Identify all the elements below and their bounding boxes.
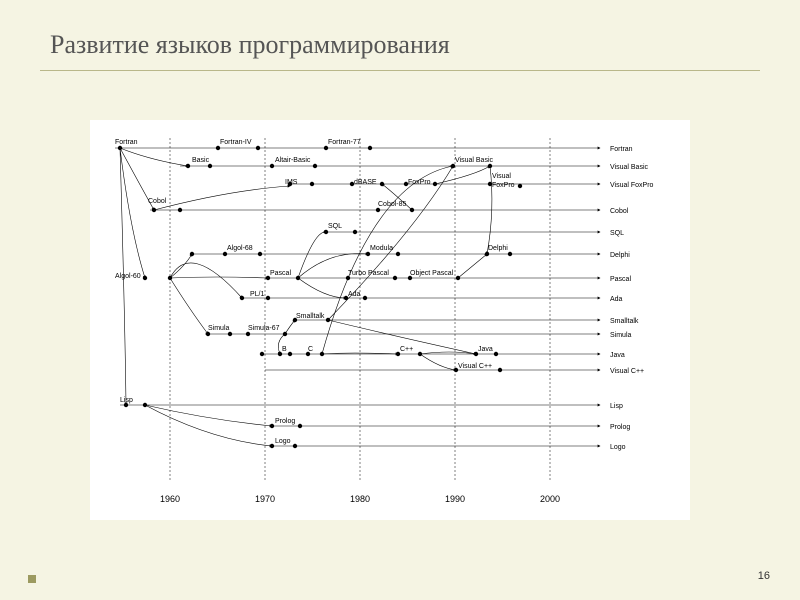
svg-text:Logo: Logo [610, 444, 626, 451]
svg-text:Simula-67: Simula-67 [248, 325, 280, 332]
svg-text:Visual C++: Visual C++ [610, 368, 644, 375]
svg-text:SQL: SQL [610, 230, 624, 237]
diagram-container: Fortran Fortran-IV Fortran-77 Basic Altair-B… [90, 120, 690, 520]
svg-text:FoxPro: FoxPro [408, 179, 431, 186]
svg-text:Cobol-85: Cobol-85 [378, 201, 407, 208]
svg-text:Simula: Simula [610, 332, 632, 339]
svg-text:Java: Java [610, 352, 625, 359]
svg-text:Lisp: Lisp [610, 403, 623, 410]
svg-text:Delphi: Delphi [488, 245, 508, 252]
svg-text:Visual C++: Visual C++ [458, 363, 492, 370]
svg-text:Ada: Ada [348, 291, 361, 298]
svg-text:C++: C++ [400, 346, 413, 353]
svg-text:Delphi: Delphi [610, 252, 630, 259]
svg-text:FoxPro: FoxPro [492, 182, 515, 189]
svg-text:Modula: Modula [370, 245, 393, 252]
svg-text:Fortran: Fortran [115, 139, 138, 146]
svg-text:Visual FoxPro: Visual FoxPro [610, 182, 654, 189]
svg-text:Smalltalk: Smalltalk [610, 318, 639, 325]
slide: Развитие языков программирования Fortran… [0, 0, 800, 600]
svg-text:2000: 2000 [540, 494, 560, 504]
svg-text:Lisp: Lisp [120, 397, 133, 404]
svg-text:PL/1: PL/1 [250, 291, 265, 298]
svg-text:Fortran-77: Fortran-77 [328, 139, 361, 146]
svg-text:Basic: Basic [192, 157, 210, 164]
svg-text:Ada: Ada [610, 296, 623, 303]
svg-text:Altair-Basic: Altair-Basic [275, 157, 311, 164]
svg-text:Cobol: Cobol [148, 198, 167, 205]
svg-text:1970: 1970 [255, 494, 275, 504]
svg-text:Cobol: Cobol [610, 208, 629, 215]
svg-text:1990: 1990 [445, 494, 465, 504]
svg-text:Object Pascal: Object Pascal [410, 270, 454, 277]
corner-bullet-icon [28, 575, 36, 583]
svg-text:Java: Java [478, 346, 493, 353]
svg-text:Algol-68: Algol-68 [227, 245, 253, 252]
svg-text:Visual Basic: Visual Basic [610, 164, 649, 171]
svg-text:1980: 1980 [350, 494, 370, 504]
svg-text:Pascal: Pascal [270, 270, 291, 277]
svg-text:Logo: Logo [275, 438, 291, 445]
svg-text:Algol-60: Algol-60 [115, 273, 141, 280]
page-number: 16 [758, 570, 770, 582]
svg-text:dBASE: dBASE [354, 179, 377, 186]
svg-text:Simula: Simula [208, 325, 230, 332]
svg-text:Turbo Pascal: Turbo Pascal [348, 270, 389, 277]
svg-text:Prolog: Prolog [275, 418, 295, 425]
title-underline [40, 70, 760, 71]
svg-text:Smalltalk: Smalltalk [296, 313, 325, 320]
page-title: Развитие языков программирования [50, 30, 450, 60]
svg-text:SQL: SQL [328, 223, 342, 230]
svg-text:Pascal: Pascal [610, 276, 631, 283]
svg-text:Visual Basic: Visual Basic [455, 157, 494, 164]
svg-text:IMS: IMS [285, 179, 298, 186]
svg-text:B: B [282, 346, 287, 353]
svg-text:Fortran: Fortran [610, 146, 633, 153]
svg-text:Visual: Visual [492, 173, 511, 180]
svg-text:C: C [308, 346, 313, 353]
svg-text:Fortran-IV: Fortran-IV [220, 139, 252, 146]
language-evolution-diagram: Fortran Fortran-IV Fortran-77 Basic Altair-B… [90, 120, 690, 520]
svg-text:1960: 1960 [160, 494, 180, 504]
svg-text:Prolog: Prolog [610, 424, 630, 431]
